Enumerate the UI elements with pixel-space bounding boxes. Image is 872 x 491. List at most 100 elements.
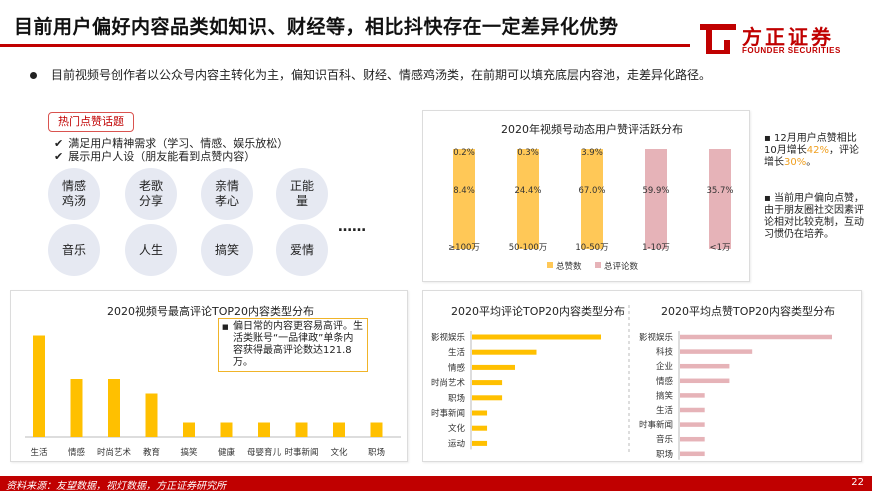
- top-comment-bar: [295, 422, 308, 437]
- x-tick-label: 情感: [68, 447, 86, 458]
- y-tick-label: 影视娱乐: [431, 332, 466, 343]
- topic-circle: 爱情: [276, 224, 328, 276]
- horizontal-bar: [472, 440, 488, 446]
- x-tick-label: 10-50万: [575, 243, 608, 253]
- horizontal-bar: [680, 407, 705, 413]
- chart-title: 2020平均点赞TOP20内容类型分布: [661, 305, 836, 318]
- topic-circle: 亲情 孝心: [201, 168, 253, 220]
- y-tick-label: 音乐: [656, 434, 674, 445]
- note-text: ，评论增长: [764, 145, 859, 168]
- horizontal-bar: [680, 422, 705, 427]
- note-text: 。: [806, 157, 817, 168]
- comment-insight-box: 偏日常的内容更容易高评。生活类账号“一品律政”单条内容获得最高评论数达121.8…: [218, 318, 368, 372]
- topic-circle: 情感 鸡汤: [48, 168, 100, 220]
- check-item: 展示用户人设（朋友能看到点赞内容）: [54, 150, 288, 163]
- note-bullet-icon: ▪: [764, 193, 774, 204]
- topic-circle: 人生: [125, 224, 177, 276]
- chart-panel-averages: 2020平均评论TOP20内容类型分布 2020平均点赞TOP20内容类型分布 …: [422, 290, 862, 462]
- y-tick-label: 影视娱乐: [639, 332, 674, 343]
- horizontal-bar: [472, 395, 503, 401]
- comment-value-label: 3.9%: [581, 148, 603, 158]
- y-tick-label: 文化: [448, 423, 466, 434]
- chart-title: 2020年视频号动态用户赞评活跃分布: [501, 123, 683, 136]
- y-tick-label: 时事新闻: [431, 408, 465, 419]
- y-tick-label: 时尚艺术: [431, 378, 466, 389]
- hot-topics-tag: 热门点赞话题: [48, 112, 134, 132]
- y-tick-label: 职场: [448, 394, 465, 404]
- activity-chart-svg: 8.4% 0.2% ≥100万 24.4% 0.3% 50-100万 67.0% 3.9% 10…: [448, 148, 733, 272]
- top-comment-bar: [33, 335, 45, 437]
- page-number: 22: [851, 477, 864, 488]
- footer-bar: 资料来源：友望数据，视灯数据，方正证券研究所 22: [0, 476, 872, 491]
- topics-ellipsis: ……: [338, 219, 366, 235]
- x-tick-label: 职场: [368, 448, 385, 458]
- legend-swatch-likes: [547, 262, 553, 268]
- note-text: 当前用户偏向点赞，由于朋友圈社交因素评论相对比较克制，互动习惯仍在培养。: [764, 193, 864, 240]
- legend-label-comments: 总评论数: [604, 261, 639, 272]
- intro-text: 目前视频号创作者以公众号内容主转化为主，偏知识百科、财经、情感鸡汤类，在前期可以…: [51, 68, 712, 82]
- horizontal-bar: [680, 378, 730, 384]
- y-tick-label: 生活: [656, 405, 674, 416]
- y-tick-label: 科技: [656, 347, 674, 358]
- x-tick-label: 母婴育儿: [247, 447, 282, 458]
- x-tick-label: 教育: [143, 447, 160, 458]
- comment-value-label: 0.3%: [517, 148, 539, 158]
- top-comment-bar: [370, 422, 383, 437]
- comment-value-label: 0.2%: [453, 148, 475, 158]
- chart-title: 2020平均评论TOP20内容类型分布: [451, 305, 626, 318]
- topic-circle: 搞笑: [201, 224, 253, 276]
- y-tick-label: 企业: [656, 361, 673, 372]
- activity-bar: [645, 149, 667, 249]
- top-comment-bar: [333, 422, 345, 437]
- note-text: 12月用户点赞相比10月增长: [764, 133, 857, 156]
- logo-text-cn: 方正证券: [742, 25, 834, 49]
- horizontal-bar: [472, 425, 488, 431]
- x-tick-label: 1-10万: [642, 243, 670, 253]
- horizontal-bar: [472, 410, 488, 416]
- horizontal-bar: [680, 436, 705, 442]
- horizontal-bar: [680, 363, 730, 369]
- averages-chart-svg: 影视娱乐生活情感时尚艺术职场时事新闻文化运动影视娱乐科技企业情感搞笑生活时事新闻…: [431, 305, 832, 460]
- legend-label-likes: 总赞数: [556, 261, 582, 272]
- horizontal-bar: [472, 334, 601, 340]
- x-tick-label: 搞笑: [180, 447, 198, 458]
- x-tick-label: 时尚艺术: [97, 447, 132, 458]
- chart-panel-activity: 2020年视频号动态用户赞评活跃分布 8.4% 0.2% ≥100万 24.4% 0.3…: [422, 110, 750, 282]
- like-value-label: 24.4%: [514, 186, 541, 196]
- y-tick-label: 情感: [656, 376, 674, 387]
- note-pct-likes: 42%: [806, 145, 829, 156]
- like-value-label: 59.9%: [642, 186, 669, 196]
- horizontal-bar: [680, 393, 705, 398]
- logo-text-en: FOUNDER SECURITIES: [742, 46, 841, 55]
- horizontal-bar: [680, 451, 705, 457]
- y-tick-label: 情感: [448, 362, 466, 373]
- chart-title: 2020视频号最高评论TOP20内容类型分布: [107, 305, 315, 318]
- side-note-habit: ▪ 当前用户偏向点赞，由于朋友圈社交因素评论相对比较克制，互动习惯仍在培养。: [764, 193, 868, 241]
- bullet-dot-icon: [30, 72, 37, 79]
- activity-bar: [453, 149, 475, 249]
- like-value-label: 67.0%: [578, 186, 605, 196]
- check-item: 满足用户精神需求（学习、情感、娱乐放松）: [54, 137, 288, 150]
- like-value-label: 8.4%: [453, 186, 475, 196]
- topic-circle: 老歌 分享: [125, 168, 177, 220]
- top-comment-bar: [145, 393, 158, 437]
- horizontal-bar: [472, 349, 537, 355]
- x-tick-label: 文化: [330, 447, 348, 458]
- x-tick-label: 生活: [30, 447, 48, 458]
- top-comment-bar: [258, 422, 270, 437]
- page-title: 目前用户偏好内容品类如知识、财经等，相比抖快存在一定差异化优势: [14, 16, 619, 38]
- x-tick-label: 时事新闻: [284, 447, 318, 458]
- top-comment-bar: [108, 379, 120, 437]
- top-comment-bar: [220, 422, 233, 437]
- horizontal-bar: [472, 364, 515, 370]
- horizontal-bar: [472, 380, 503, 386]
- y-tick-label: 生活: [448, 347, 466, 358]
- horizontal-bar: [680, 334, 832, 340]
- like-value-label: 35.7%: [706, 186, 733, 196]
- hot-topics-checklist: 满足用户精神需求（学习、情感、娱乐放松） 展示用户人设（朋友能看到点赞内容）: [54, 137, 288, 163]
- y-tick-label: 运动: [448, 438, 466, 449]
- activity-bar: [709, 149, 731, 249]
- x-tick-label: 健康: [218, 447, 236, 458]
- activity-bar: [581, 149, 603, 249]
- topic-circle: 正能 量: [276, 168, 328, 220]
